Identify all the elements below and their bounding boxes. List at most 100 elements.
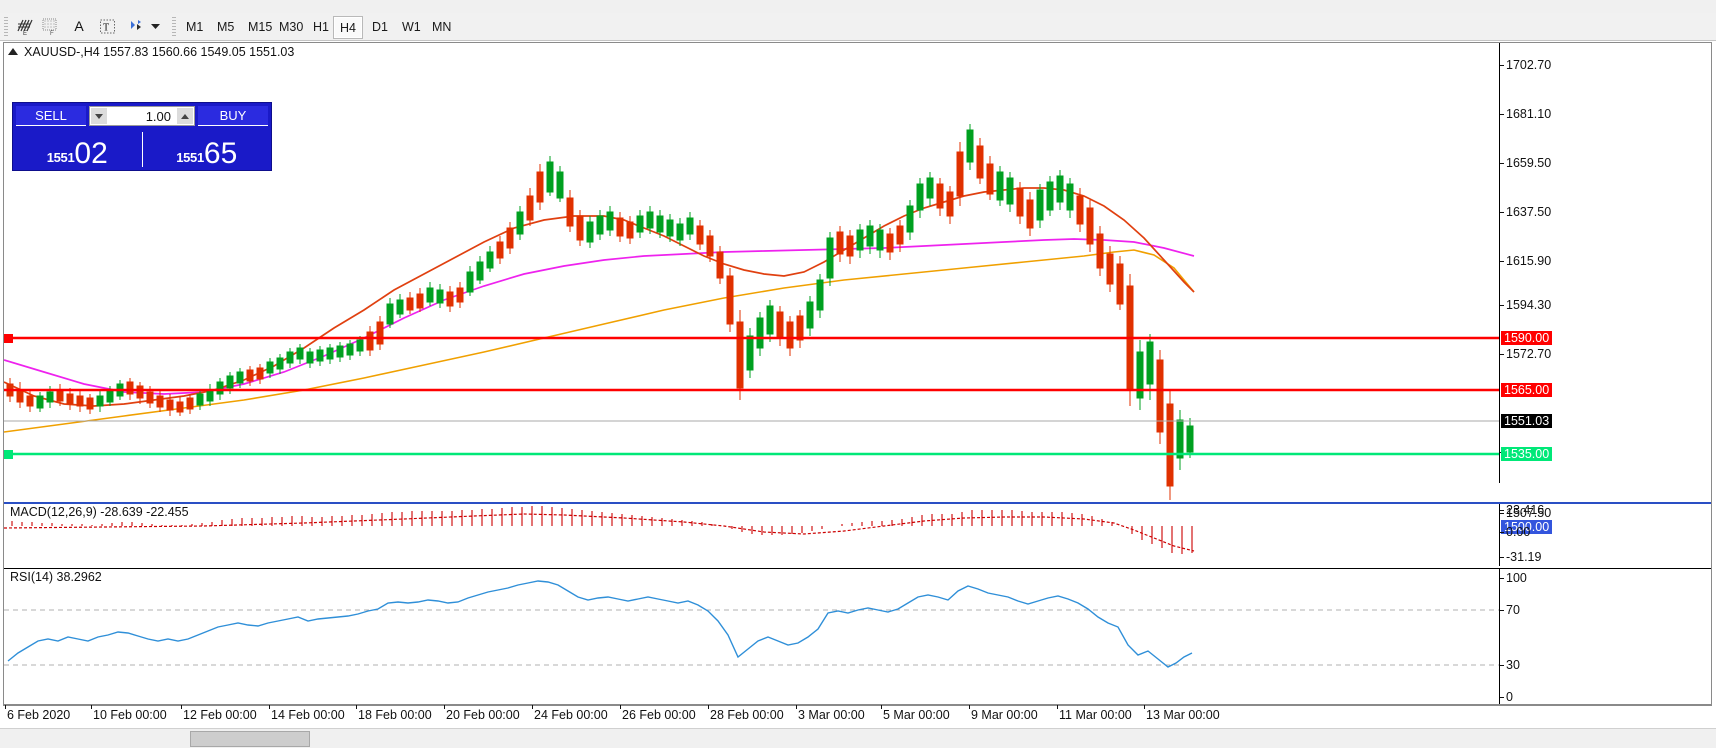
rsi-subwindow[interactable]: RSI(14) 38.2962 100 70 30 0 xyxy=(4,568,1711,704)
x-tick-6: 24 Feb 00:00 xyxy=(534,708,608,722)
y-tick-1659: 1659.50 xyxy=(1499,156,1552,170)
price-plot-area[interactable] xyxy=(4,60,1499,500)
buy-price-pips: 65 xyxy=(203,137,238,170)
price-axis[interactable]: 1702.70 1681.10 1659.50 1637.50 1615.90 … xyxy=(1499,43,1711,534)
collapse-caret-icon[interactable] xyxy=(8,48,18,55)
rsi-svg xyxy=(4,580,1499,668)
x-tick-0: 6 Feb 2020 xyxy=(7,708,71,722)
chart-window[interactable]: XAUUSD-,H4 1557.83 1560.66 1549.05 1551.… xyxy=(3,42,1712,705)
rsi-tick-30: 30 xyxy=(1500,658,1520,672)
price-label-resistance-1565[interactable]: 1565.00 xyxy=(1501,383,1553,397)
y-tick-1637: 1637.50 xyxy=(1499,205,1552,219)
sell-price-pips: 02 xyxy=(74,137,108,170)
rsi-tick-0: 0 xyxy=(1500,690,1513,704)
macd-signal-line xyxy=(4,513,1195,552)
timeframe-d1[interactable]: D1 xyxy=(372,19,388,34)
sell-price-prefix: 1551 xyxy=(46,150,75,165)
x-tick-7: 26 Feb 00:00 xyxy=(622,708,696,722)
ma-orange-line xyxy=(4,249,1195,433)
timeframe-m15[interactable]: M15 xyxy=(248,19,273,34)
text-label-glyph: T xyxy=(99,19,115,33)
x-tick-4: 18 Feb 00:00 xyxy=(358,708,432,722)
macd-svg xyxy=(4,506,1195,554)
timeframe-toolbar-grip[interactable] xyxy=(172,17,176,36)
dotted-rect-glyph: F xyxy=(42,18,57,36)
trade-panel-quotes[interactable]: 1551 02 1551 65 xyxy=(13,129,271,170)
timeframe-m1[interactable]: M1 xyxy=(186,19,204,34)
volume-increase-button[interactable] xyxy=(176,107,194,125)
buy-button[interactable]: BUY xyxy=(198,106,268,126)
drawing-and-timeframe-toolbar[interactable]: E F A T M1 M5 M15 M30 H1 H xyxy=(0,13,1716,41)
timeframe-h4[interactable]: H4 xyxy=(333,16,363,39)
objects-dropdown-icon[interactable] xyxy=(148,15,162,37)
y-tick-1594: 1594.30 xyxy=(1499,298,1552,312)
ma-red-line xyxy=(4,187,1195,407)
rsi-plot-area xyxy=(4,569,1499,704)
macd-tick-zero: 0.00 xyxy=(1499,525,1531,539)
timeframe-m30[interactable]: M30 xyxy=(279,19,304,34)
macd-histogram xyxy=(11,506,1193,554)
y-tick-1507: 1507.50 xyxy=(1499,506,1552,520)
symbol-ohlc-text: XAUUSD-,H4 1557.83 1560.66 1549.05 1551.… xyxy=(24,44,295,59)
macd-axis: 23.416 0.00 -31.19 xyxy=(1499,503,1711,566)
sell-price-display[interactable]: 1551 02 xyxy=(13,129,142,170)
svg-text:E: E xyxy=(23,31,27,36)
volume-decrease-button[interactable] xyxy=(90,107,108,125)
crosshair-tool-icon[interactable]: E xyxy=(12,15,36,37)
chart-horizontal-scrollbar[interactable] xyxy=(0,728,1716,748)
macd-plot-area xyxy=(4,504,1499,566)
timeframe-w1[interactable]: W1 xyxy=(402,19,421,34)
quote-divider xyxy=(141,132,143,167)
level-handle-1535 xyxy=(4,450,13,459)
rsi-line xyxy=(7,580,1193,668)
x-tick-8: 28 Feb 00:00 xyxy=(710,708,784,722)
text-label-tool-icon[interactable]: T xyxy=(95,15,119,37)
secondary-toolbar[interactable] xyxy=(0,0,1716,14)
y-tick-1572: 1572.70 xyxy=(1499,347,1552,361)
rsi-tick-70: 70 xyxy=(1500,603,1520,617)
timeframe-mn[interactable]: MN xyxy=(432,19,452,34)
rsi-axis: 100 70 30 0 xyxy=(1499,569,1711,704)
x-tick-13: 13 Mar 00:00 xyxy=(1146,708,1220,722)
time-axis[interactable]: 6 Feb 2020 10 Feb 00:00 12 Feb 00:00 14 … xyxy=(3,705,1712,727)
svg-text:F: F xyxy=(50,31,54,36)
sell-button[interactable]: SELL xyxy=(16,106,86,126)
x-tick-3: 14 Feb 00:00 xyxy=(271,708,345,722)
macd-label: MACD(12,26,9) -28.639 -22.455 xyxy=(10,505,189,519)
y-tick-1615: 1615.90 xyxy=(1499,254,1552,268)
chevron-down-icon xyxy=(95,113,103,119)
timeframe-m5[interactable]: M5 xyxy=(217,19,235,34)
x-tick-12: 11 Mar 00:00 xyxy=(1059,708,1132,722)
macd-subwindow[interactable]: MACD(12,26,9) -28.639 -22.455 xyxy=(4,502,1711,566)
rsi-label: RSI(14) 38.2962 xyxy=(10,570,102,584)
text-tool-icon[interactable]: A xyxy=(74,18,84,34)
scrollbar-thumb[interactable] xyxy=(190,731,310,747)
one-click-trading-panel[interactable]: SELL 1.00 BUY 1551 02 1551 65 xyxy=(12,102,272,171)
x-tick-10: 5 Mar 00:00 xyxy=(883,708,950,722)
volume-input[interactable]: 1.00 xyxy=(108,107,176,125)
x-tick-11: 9 Mar 00:00 xyxy=(971,708,1038,722)
toolbar-grip[interactable] xyxy=(4,17,8,36)
volume-stepper[interactable]: 1.00 xyxy=(89,106,195,126)
price-label-target-1500[interactable]: 1500.00 xyxy=(1501,520,1553,534)
buy-price-prefix: 1551 xyxy=(176,150,204,165)
x-tick-9: 3 Mar 00:00 xyxy=(798,708,865,722)
x-tick-1: 10 Feb 00:00 xyxy=(93,708,167,722)
cursor-tool-icon[interactable]: F xyxy=(38,15,64,37)
objects-tool-icon[interactable] xyxy=(125,15,149,37)
price-label-support-1535[interactable]: 1535.00 xyxy=(1501,447,1553,461)
macd-tick-low: -31.19 xyxy=(1499,550,1542,564)
x-tick-5: 20 Feb 00:00 xyxy=(446,708,520,722)
trade-panel-controls[interactable]: SELL 1.00 BUY xyxy=(13,103,271,129)
price-label-resistance-1590[interactable]: 1590.00 xyxy=(1501,331,1553,345)
macd-tick-high: 23.416 xyxy=(1499,503,1545,517)
timeframe-h1[interactable]: H1 xyxy=(313,19,329,34)
shapes-glyph xyxy=(131,20,141,30)
price-label-current-1551: 1551.03 xyxy=(1501,414,1553,428)
svg-text:T: T xyxy=(103,22,109,33)
candle-series xyxy=(6,124,1194,500)
crosshair-glyph: E xyxy=(16,19,33,36)
x-tick-2: 12 Feb 00:00 xyxy=(183,708,257,722)
chevron-up-icon xyxy=(181,113,189,119)
buy-price-display[interactable]: 1551 65 xyxy=(143,129,272,170)
